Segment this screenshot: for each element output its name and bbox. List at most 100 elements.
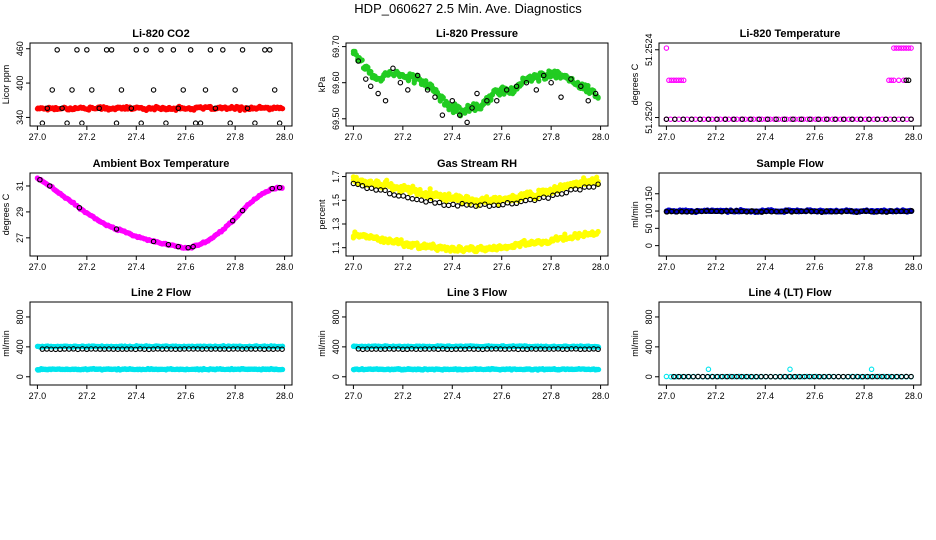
- y-tick-label: 150: [644, 186, 654, 201]
- data-point: [373, 187, 379, 193]
- series-black: [355, 58, 599, 125]
- x-tick-label: 27.6: [493, 262, 511, 272]
- data-point: [202, 87, 209, 93]
- x-tick-label: 28.0: [905, 391, 923, 401]
- data-point: [280, 105, 286, 112]
- data-point: [474, 90, 480, 97]
- data-point: [596, 366, 602, 373]
- plot-frame: [29, 42, 293, 127]
- data-point: [896, 77, 902, 84]
- data-point: [163, 120, 169, 125]
- data-point: [79, 120, 85, 125]
- data-point: [423, 199, 429, 205]
- data-point: [891, 116, 897, 122]
- data-point: [128, 105, 135, 112]
- data-point: [464, 119, 470, 125]
- data-point: [697, 116, 703, 122]
- x-tick-label: 27.4: [444, 391, 462, 401]
- data-point: [866, 116, 872, 122]
- data-point: [279, 346, 285, 352]
- data-point: [773, 116, 779, 122]
- x-tick-label: 27.6: [493, 391, 511, 401]
- data-point: [592, 90, 599, 97]
- data-point: [74, 47, 80, 53]
- y-tick-label: 400: [331, 339, 341, 354]
- data-point: [414, 196, 420, 203]
- x-tick-label: 27.8: [542, 262, 560, 272]
- data-point: [500, 201, 506, 208]
- data-point: [150, 238, 157, 245]
- x-tick-label: 27.8: [855, 262, 873, 272]
- x-tick-label: 27.0: [345, 262, 363, 272]
- data-point: [536, 78, 542, 84]
- data-point: [418, 197, 425, 203]
- y-tick-label: 800: [644, 309, 654, 324]
- x-tick-label: 27.8: [226, 132, 244, 142]
- chart-title: Gas Stream RH: [437, 158, 517, 170]
- y-axis-label: degrees C: [1, 193, 11, 235]
- data-point: [595, 228, 601, 235]
- chart-title: Li-820 CO2: [132, 28, 189, 40]
- data-point: [69, 87, 75, 93]
- data-point: [400, 193, 407, 199]
- data-point: [883, 116, 889, 122]
- y-axis-label: ml/min: [630, 330, 640, 357]
- data-point: [585, 82, 591, 89]
- plot-frame: [658, 42, 922, 127]
- data-point: [513, 83, 520, 90]
- data-point: [714, 116, 720, 122]
- data-point: [158, 47, 164, 53]
- data-point: [445, 202, 452, 209]
- data-point: [857, 116, 864, 122]
- data-point: [577, 187, 583, 193]
- data-point: [840, 116, 847, 122]
- data-point: [64, 120, 70, 125]
- data-point: [54, 47, 60, 53]
- data-point: [212, 105, 219, 112]
- series-cyan: [663, 366, 914, 380]
- x-tick-label: 27.6: [177, 262, 195, 272]
- data-point: [220, 47, 226, 53]
- series-magenta: [886, 45, 914, 84]
- data-point: [170, 47, 177, 53]
- data-point: [113, 120, 120, 125]
- x-tick-label: 27.6: [806, 132, 824, 142]
- data-point: [454, 203, 461, 209]
- x-tick-label: 28.0: [276, 391, 294, 401]
- data-point: [548, 79, 554, 86]
- data-point: [748, 116, 754, 122]
- data-point: [497, 92, 503, 98]
- plot-frame: [345, 42, 609, 127]
- data-point: [276, 184, 283, 191]
- data-point: [739, 116, 746, 122]
- y-tick-label: 31: [15, 181, 25, 191]
- data-point: [432, 200, 438, 206]
- data-point: [678, 77, 684, 84]
- chart-title: Line 2 Flow: [131, 287, 191, 299]
- plot-frame: [658, 172, 922, 257]
- data-point: [252, 120, 258, 125]
- x-tick-label: 27.0: [658, 262, 676, 272]
- data-point: [436, 199, 443, 206]
- data-point: [663, 373, 670, 380]
- x-tick-label: 27.2: [394, 132, 412, 142]
- data-point: [903, 77, 909, 84]
- data-point: [849, 116, 855, 122]
- data-point: [405, 194, 411, 201]
- x-tick-label: 27.4: [757, 132, 775, 142]
- y-tick-label: 400: [644, 339, 654, 354]
- y-tick-label: 27: [15, 233, 25, 243]
- plot-area: [350, 48, 601, 125]
- data-point: [414, 72, 421, 79]
- y-tick-label: 69.50: [331, 108, 341, 131]
- y-axis-label: degrees C: [630, 63, 640, 105]
- y-axis-label: ml/min: [1, 330, 11, 357]
- data-point: [523, 79, 530, 86]
- data-point: [227, 120, 233, 125]
- y-tick-label: 800: [15, 309, 25, 324]
- data-point: [133, 47, 140, 53]
- series-black: [671, 373, 914, 380]
- data-point: [367, 83, 374, 90]
- chart-panel-9: Line 4 (LT) Flow 27.0 27.2 27.4 27.6 27.8 28.0…: [630, 287, 922, 401]
- y-tick-label: 0: [644, 243, 654, 248]
